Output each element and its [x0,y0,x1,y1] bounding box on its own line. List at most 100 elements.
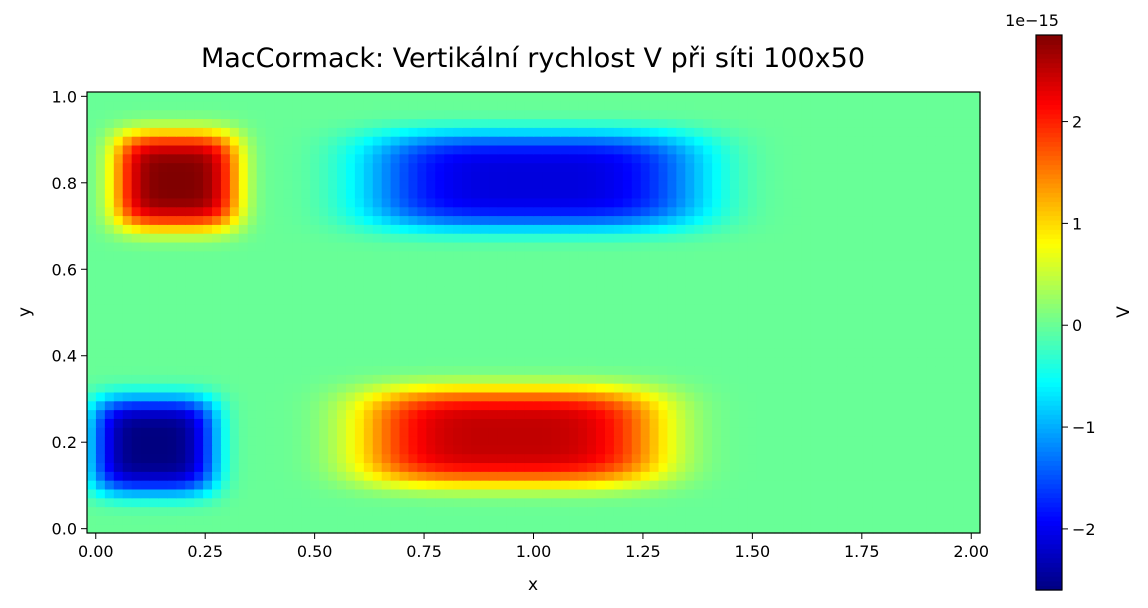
heatmap-cell [462,109,472,120]
heatmap-cell [408,453,419,464]
heatmap-cell [229,153,240,164]
heatmap-cell [694,462,704,472]
heatmap-cell [122,294,133,305]
heatmap-cell [854,250,865,261]
heatmap-cell [524,277,535,287]
heatmap-cell [212,277,222,287]
heatmap-cell [479,374,490,384]
heatmap-cell [917,480,928,490]
heatmap-cell [721,391,731,402]
heatmap-cell [247,471,258,481]
heatmap-cell [381,268,392,278]
heatmap-cell [488,224,499,234]
heatmap-cell [542,462,552,472]
heatmap-cell [354,488,365,499]
heatmap-cell [640,524,651,534]
heatmap-cell [712,259,722,269]
heatmap-cell [908,347,919,358]
heatmap-cell [962,400,972,411]
heatmap-cell [542,524,552,534]
heatmap-cell [167,241,177,252]
heatmap-cell [721,250,731,261]
heatmap-cell [837,92,847,102]
heatmap-cell [354,224,365,234]
heatmap-cell [596,286,606,296]
heatmap-cell [203,233,213,243]
heatmap-cell [604,197,615,208]
heatmap-cell [721,524,731,534]
heatmap-cell [131,197,142,208]
heatmap-cell [667,100,677,111]
heatmap-cell [774,435,785,446]
heatmap-cell [167,206,177,217]
heatmap-cell [631,294,642,305]
heatmap-cell [837,374,847,384]
heatmap-cell [149,118,160,128]
heatmap-cell [453,515,463,525]
heatmap-cell [319,480,329,490]
heatmap-cell [667,365,677,375]
heatmap-cell [953,224,963,234]
heatmap-cell [604,206,615,217]
heatmap-cell [962,435,972,446]
heatmap-cell [194,233,204,243]
heatmap-cell [435,286,445,296]
heatmap-cell [319,524,329,534]
heatmap-cell [131,365,142,375]
heatmap-cell [944,171,954,181]
heatmap-cell [417,444,427,455]
heatmap-cell [649,153,660,164]
heatmap-cell [265,524,276,534]
heatmap-cell [854,356,865,367]
heatmap-cell [497,444,508,455]
heatmap-cell [220,136,231,146]
heatmap-cell [551,250,561,261]
heatmap-cell [256,480,267,490]
heatmap-cell [908,418,919,428]
heatmap-cell [220,321,231,331]
heatmap-cell [828,250,838,261]
heatmap-cell [944,241,954,252]
heatmap-cell [497,356,508,367]
heatmap-cell [247,109,258,120]
heatmap-cell [890,488,901,499]
heatmap-cell [131,162,142,172]
heatmap-cell [587,347,597,358]
heatmap-cell [935,418,945,428]
heatmap-cell [819,189,829,199]
heatmap-cell [819,338,829,349]
heatmap-cell [917,321,928,331]
heatmap-cell [212,488,222,499]
heatmap-cell [337,153,347,164]
heatmap-cell [354,427,365,437]
heatmap-cell [569,197,579,208]
heatmap-cell [703,330,713,340]
heatmap-cell [685,303,695,314]
heatmap-cell [962,268,972,278]
heatmap-cell [515,418,526,428]
heatmap-cell [703,524,713,534]
heatmap-cell [345,409,356,419]
heatmap-cell [953,418,963,428]
heatmap-cell [551,259,561,269]
heatmap-cell [506,427,517,437]
heatmap-cell [872,444,883,455]
heatmap-cell [283,365,293,375]
heatmap-cell [828,480,838,490]
heatmap-cell [488,338,499,349]
heatmap-cell [872,400,883,411]
heatmap-cell [881,197,892,208]
heatmap-cell [149,515,160,525]
heatmap-cell [417,92,427,102]
heatmap-cell [426,233,436,243]
heatmap-cell [953,400,963,411]
heatmap-cell [578,118,588,128]
heatmap-cell [337,180,347,190]
heatmap-cell [703,383,713,393]
heatmap-cell [453,259,463,269]
heatmap-cell [185,356,195,367]
heatmap-cell [828,189,838,199]
heatmap-cell [87,153,97,164]
heatmap-cell [435,524,445,534]
heatmap-cell [247,453,258,464]
